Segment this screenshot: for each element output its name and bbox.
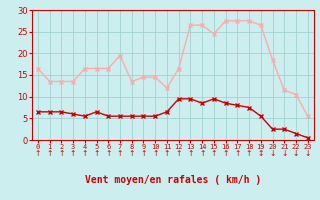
Text: ↑: ↑ [35, 150, 41, 158]
Text: ↑: ↑ [234, 150, 241, 158]
Text: ↑: ↑ [175, 150, 182, 158]
Text: ↑: ↑ [70, 150, 76, 158]
Text: ↑: ↑ [46, 150, 53, 158]
Text: ↓: ↓ [269, 150, 276, 158]
Text: ↑: ↑ [152, 150, 158, 158]
Text: ↓: ↓ [305, 150, 311, 158]
Text: Vent moyen/en rafales ( km/h ): Vent moyen/en rafales ( km/h ) [85, 175, 261, 185]
Text: ↑: ↑ [199, 150, 205, 158]
Text: ↑: ↑ [211, 150, 217, 158]
Text: ↑: ↑ [164, 150, 170, 158]
Text: ↑: ↑ [82, 150, 88, 158]
Text: ↑: ↑ [58, 150, 65, 158]
Text: ↑: ↑ [105, 150, 111, 158]
Text: ↑: ↑ [246, 150, 252, 158]
Text: ↑: ↑ [187, 150, 194, 158]
Text: ↑: ↑ [140, 150, 147, 158]
Text: ↑: ↑ [93, 150, 100, 158]
Text: ↓: ↓ [281, 150, 287, 158]
Text: ↑: ↑ [129, 150, 135, 158]
Text: ↑: ↑ [222, 150, 229, 158]
Text: ↑: ↑ [117, 150, 123, 158]
Text: ↕: ↕ [258, 150, 264, 158]
Text: ↓: ↓ [293, 150, 299, 158]
